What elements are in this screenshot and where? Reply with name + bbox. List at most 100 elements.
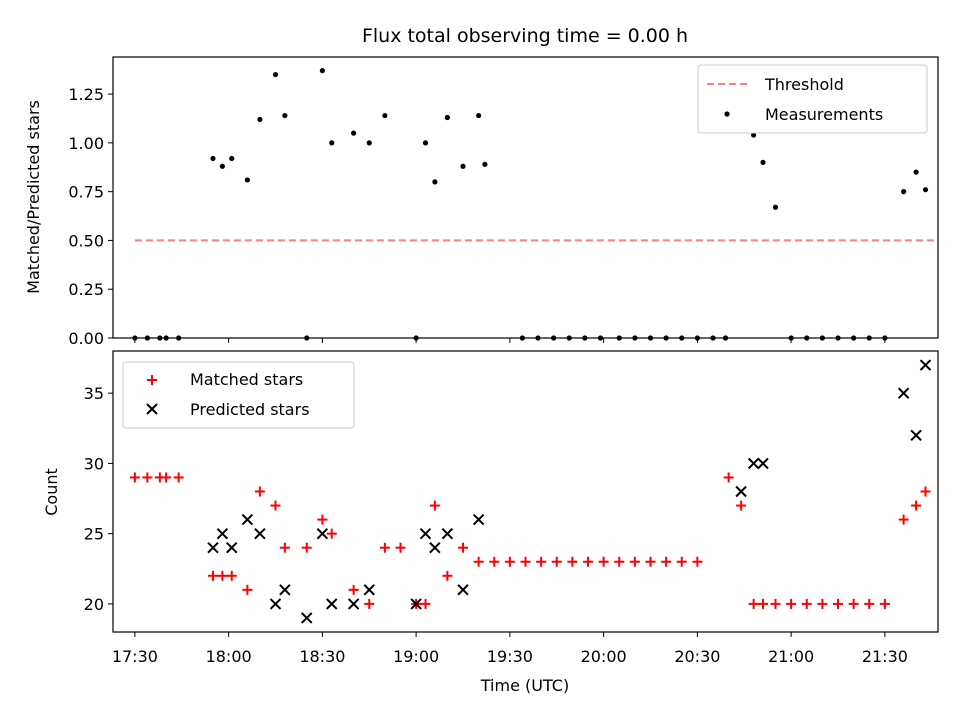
measurement-point (219, 163, 225, 169)
bottom-y-tick-label: 35 (84, 384, 104, 403)
measurement-point (476, 112, 482, 119)
predicted-star-point (919, 359, 932, 371)
bottom-y-tick-label: 20 (84, 595, 104, 614)
measurement-point (922, 187, 929, 193)
legend-matched-swatch (147, 375, 157, 385)
measurement-point (329, 140, 335, 146)
matched-star-point (614, 556, 625, 567)
predicted-star-point (363, 584, 375, 596)
matched-star-point (598, 556, 609, 567)
matched-star-point (504, 556, 515, 567)
bottom-legend-box (122, 361, 355, 429)
bottom-x-tick-label: 18:00 (206, 647, 252, 666)
top-y-ticks: 0.00 0.25 0.50 0.75 1.00 1.25 (68, 85, 113, 348)
matched-star-point (129, 472, 140, 483)
measurement-point (760, 159, 766, 165)
measurement-point (913, 169, 919, 175)
matched-star-point (489, 556, 500, 567)
matched-star-point (473, 556, 484, 567)
bottom-axes-frame (112, 350, 939, 633)
matched-star-point (520, 556, 531, 567)
bottom-x-tick-label: 21:00 (768, 647, 814, 666)
matched-star-point (801, 598, 812, 609)
matched-star-point (208, 570, 218, 581)
measurement-point (366, 140, 372, 146)
predicted-star-point (757, 457, 769, 470)
matched-star-point (911, 500, 922, 511)
legend-threshold-label: Threshold (764, 75, 844, 94)
legend-matched-label: Matched stars (190, 370, 303, 389)
predicted-star-point (326, 598, 338, 610)
matched-star-point (242, 584, 253, 595)
predicted-star-point (419, 527, 432, 540)
predicted-star-point (897, 387, 910, 399)
measurement-point (244, 177, 250, 183)
predicted-star-point (410, 598, 422, 610)
matched-star-point (833, 598, 843, 609)
bottom-y-ticks: 20 25 30 35 (84, 384, 113, 614)
predicted-star-point (279, 584, 291, 596)
matched-star-point (645, 556, 656, 567)
bottom-y-axis-label: Count (42, 468, 61, 516)
measurement-point (772, 204, 779, 210)
matched-star-point (301, 542, 312, 553)
predicted-star-point (216, 527, 229, 540)
bottom-x-tick-label: 19:30 (487, 647, 533, 666)
top-chart-title: Flux total observing time = 0.00 h (362, 25, 688, 47)
measurement-point (901, 189, 907, 195)
matched-star-point (817, 598, 828, 609)
matched-star-point (161, 472, 172, 483)
predicted-star-point (226, 541, 238, 554)
bottom-panel: 20 25 30 35 17:30 18:00 18:30 19:00 19:30 20:00 2… (42, 350, 939, 695)
matched-star-point (786, 598, 797, 609)
matched-star-point (270, 500, 281, 511)
matched-star-point (326, 528, 337, 539)
matched-star-point (676, 556, 687, 567)
predicted-star-point (269, 598, 282, 610)
predicted-star-point (301, 612, 313, 624)
measurement-point (444, 114, 450, 121)
matched-star-point (692, 556, 703, 567)
bottom-legend: Matched stars Predicted stars (122, 361, 355, 429)
measurement-point (319, 68, 325, 74)
top-y-tick-label: 0.25 (68, 280, 104, 299)
bottom-x-axis-label: Time (UTC) (480, 676, 569, 695)
legend-predicted-swatch (146, 403, 158, 415)
matched-star-point (420, 598, 431, 609)
top-y-axis-label: Matched/Predicted stars (24, 100, 43, 294)
predicted-star-point (910, 429, 922, 442)
matched-star-point (458, 542, 468, 553)
predicted-star-point (254, 527, 266, 540)
bottom-y-tick-label: 25 (84, 525, 104, 544)
matched-star-point (348, 584, 359, 595)
matched-star-point (629, 556, 640, 567)
measurement-point (460, 163, 466, 169)
matched-star-point (364, 598, 375, 609)
measurement-point (751, 132, 757, 138)
matched-star-point (748, 598, 759, 609)
top-y-tick-label: 0.75 (68, 183, 104, 202)
matched-star-point (536, 556, 547, 567)
matched-star-point (864, 598, 875, 609)
matched-star-point (379, 542, 390, 553)
predicted-star-point (241, 513, 254, 526)
matched-star-point (173, 472, 184, 483)
matched-star-point (551, 556, 562, 567)
bottom-y-tick-label: 30 (84, 454, 104, 473)
measurement-point (482, 161, 488, 167)
measurement-point (382, 112, 388, 119)
matched-star-point (879, 598, 890, 609)
top-x-ticks (134, 338, 886, 343)
top-y-tick-label: 1.00 (68, 134, 104, 153)
top-y-tick-label: 0.50 (68, 231, 104, 250)
measurement-point (282, 112, 288, 119)
matched-star-point (217, 570, 228, 581)
matched-star-point (770, 598, 781, 609)
matched-star-point (429, 500, 440, 511)
measurement-point (257, 116, 263, 123)
bottom-x-tick-label: 18:30 (299, 647, 345, 666)
matched-star-point (583, 556, 593, 567)
predicted-star-point (472, 513, 485, 526)
top-legend: Threshold Measurements (697, 64, 928, 134)
